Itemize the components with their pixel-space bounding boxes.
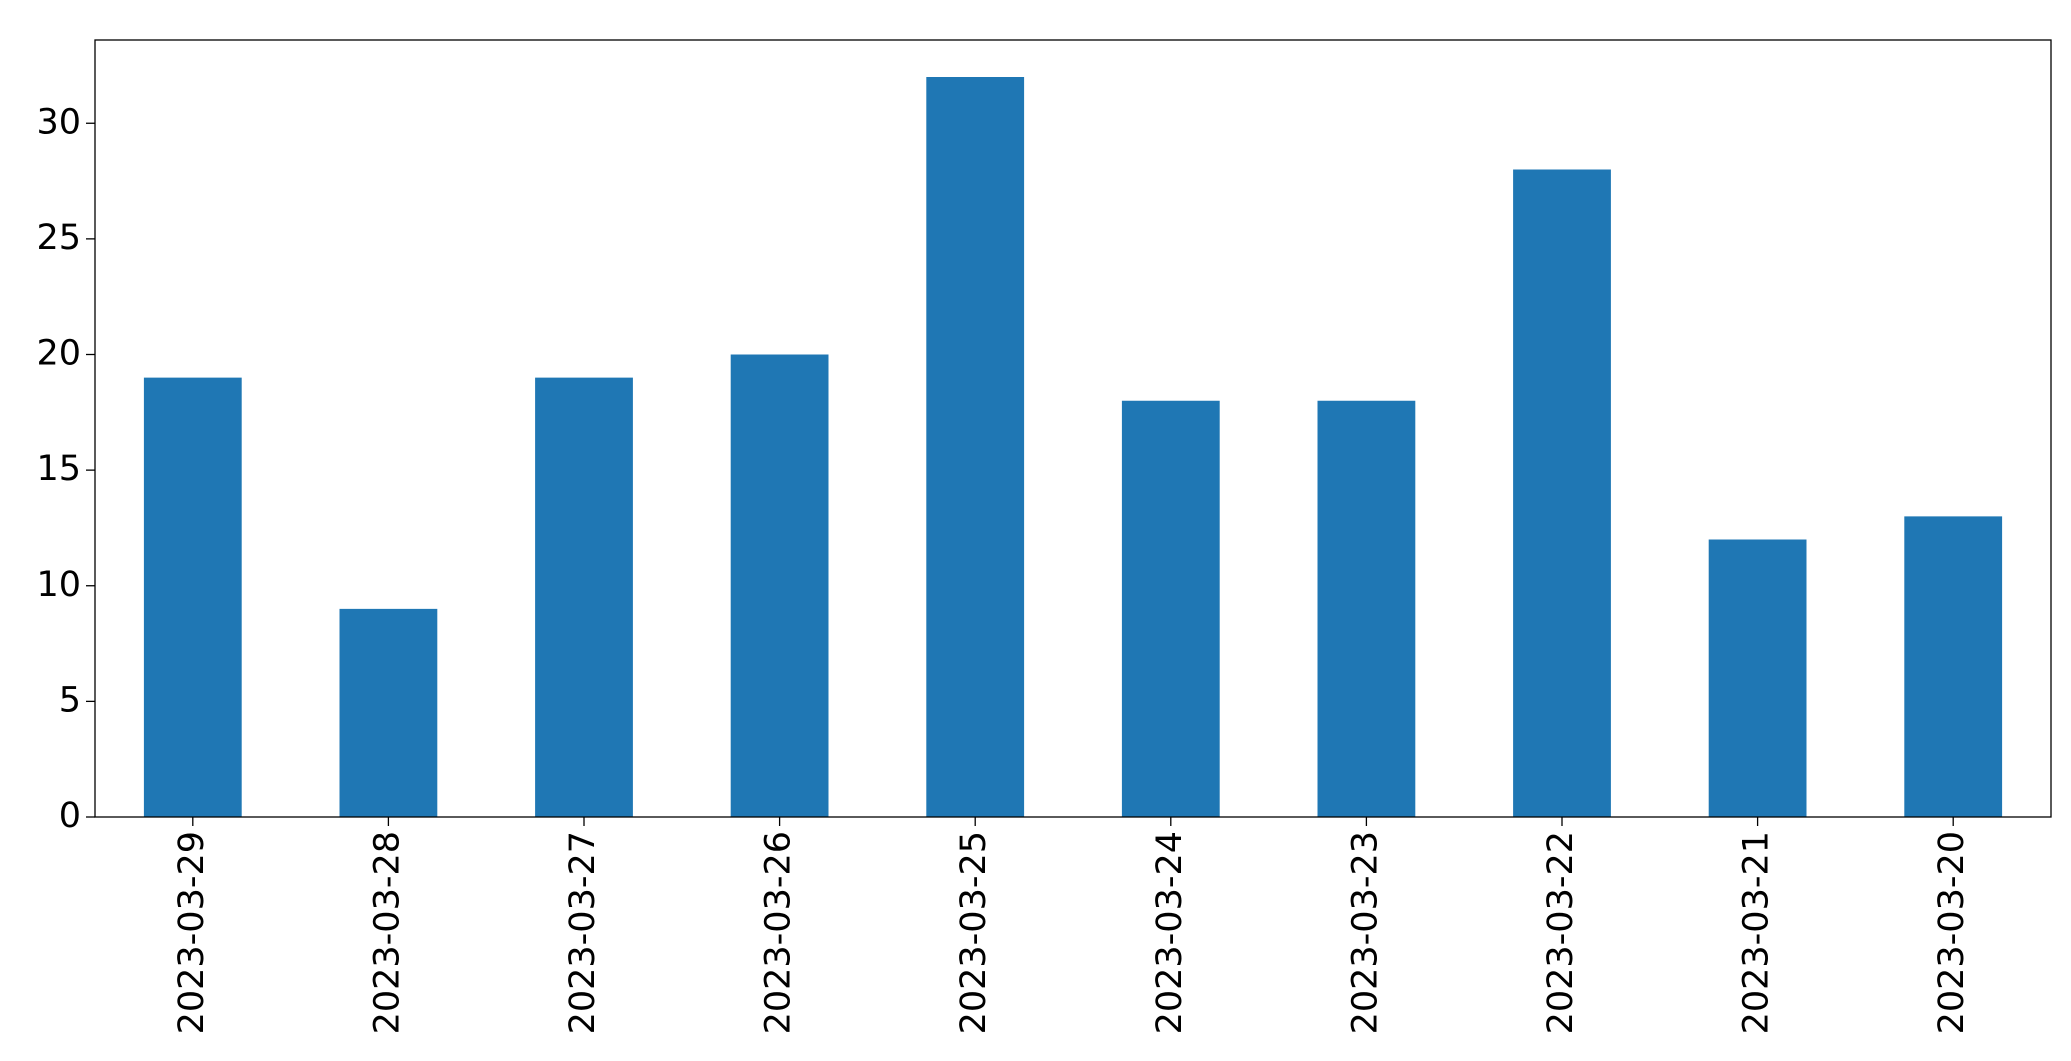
plot-frame	[94, 39, 2052, 818]
bar	[1513, 169, 1611, 817]
bar	[926, 77, 1025, 817]
x-tick-label: 2023-03-24	[1150, 831, 1190, 1034]
x-tick-label: 2023-03-26	[759, 831, 799, 1034]
bar	[1904, 516, 2003, 817]
x-tick-label: 2023-03-28	[367, 831, 407, 1034]
y-tick-label: 5	[59, 680, 81, 720]
x-tick-label: 2023-03-25	[954, 831, 994, 1034]
y-tick-label: 30	[36, 102, 81, 142]
x-tick-label: 2023-03-22	[1541, 831, 1581, 1034]
bar	[1121, 400, 1220, 817]
x-tick-label: 2023-03-21	[1737, 831, 1777, 1034]
y-tick-label: 10	[36, 565, 81, 605]
bar	[1708, 539, 1807, 817]
x-tick-label: 2023-03-29	[172, 831, 212, 1034]
y-tick-label: 20	[36, 334, 81, 374]
bar	[1317, 400, 1416, 817]
x-tick-label: 2023-03-27	[563, 831, 603, 1034]
y-tick-label: 25	[36, 218, 81, 258]
bar	[143, 377, 242, 817]
x-tick-label: 2023-03-20	[1932, 831, 1972, 1034]
bar	[339, 608, 438, 817]
x-tick-label: 2023-03-23	[1345, 831, 1385, 1034]
bar	[730, 354, 829, 817]
y-tick-label: 15	[36, 449, 81, 489]
bar	[535, 377, 633, 817]
y-tick-label: 0	[59, 796, 81, 836]
